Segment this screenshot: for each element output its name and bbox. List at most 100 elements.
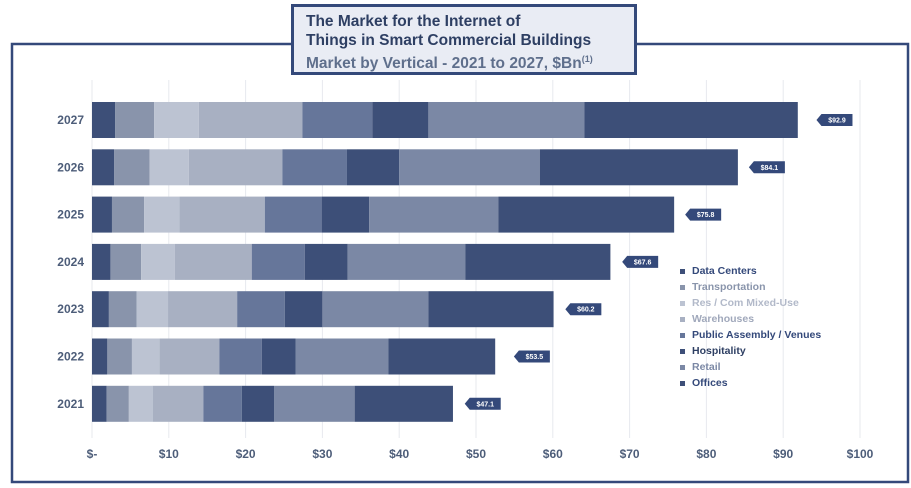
bar-segment — [498, 196, 675, 233]
bar-segment — [322, 291, 429, 328]
total-label-badge — [622, 255, 659, 268]
y-tick-label: 2026 — [57, 160, 84, 174]
bar-segment — [114, 149, 150, 186]
legend-swatch — [680, 269, 685, 274]
bar-segment — [198, 102, 303, 138]
bar-segment — [295, 338, 389, 375]
bar-segment — [465, 243, 611, 280]
bar-segment — [369, 196, 499, 233]
total-label: $47.1 — [476, 401, 494, 408]
chart-title-box: The Market for the Internet of Things in… — [291, 4, 637, 75]
bar-segment — [203, 385, 242, 422]
bar-segment — [92, 385, 107, 422]
grid-lines — [91, 80, 861, 438]
bar-segment — [584, 102, 798, 138]
bar-segment — [131, 338, 160, 375]
bar-segment — [219, 338, 262, 375]
x-tick-label: $30 — [312, 447, 332, 461]
chart-title-line-1: The Market for the Internet of — [306, 13, 521, 30]
bar-segment — [115, 102, 155, 138]
total-labels: $92.9 $84.1 $75.8 $67.6 $60.2 $53.5 $47.1 — [464, 114, 853, 410]
bar-segment — [237, 291, 285, 328]
bar-segment — [144, 196, 180, 233]
x-tick-label: $10 — [159, 447, 179, 461]
bar-segment — [92, 291, 109, 328]
y-tick-label: 2023 — [57, 302, 84, 316]
bar-segment — [399, 149, 540, 186]
bar-segment — [304, 243, 348, 280]
bar-segment — [152, 385, 204, 422]
bar-segment — [128, 385, 153, 422]
legend-label: Hospitality — [692, 345, 746, 357]
total-label: $75.8 — [697, 212, 715, 219]
bar-segment — [539, 149, 738, 186]
bar-segment — [154, 102, 199, 138]
y-tick-label: 2021 — [57, 397, 84, 411]
legend-swatch — [680, 381, 685, 386]
bar-segment — [92, 149, 115, 186]
bar-segment — [428, 102, 585, 138]
x-axis-ticks: $- $10 $20 $30 $40 $50 $60 $70 $80 $90 $100 — [87, 447, 874, 461]
total-label-badge — [565, 303, 602, 316]
total-label-badge — [464, 397, 501, 410]
bar-segment — [110, 243, 142, 280]
footnote-marker: (1) — [581, 54, 593, 64]
bar-segment — [141, 243, 175, 280]
bar-segment — [188, 149, 283, 186]
bar-segment — [168, 291, 238, 328]
bar-segment — [136, 291, 169, 328]
x-tick-label: $- — [87, 447, 98, 461]
total-label-badge — [685, 208, 722, 221]
x-tick-label: $90 — [773, 447, 793, 461]
chart-subtitle-text: Market by Vertical - 2021 to 2027, $Bn — [306, 55, 582, 73]
bar-segment — [261, 338, 296, 375]
bar-segment — [347, 243, 466, 280]
bar-segment — [111, 196, 145, 233]
bar-segment — [428, 291, 554, 328]
bar-segment — [264, 196, 322, 233]
legend-label: Retail — [692, 361, 721, 373]
y-tick-label: 2024 — [57, 255, 84, 269]
total-label: $84.1 — [761, 165, 779, 172]
bar-segment — [388, 338, 496, 375]
total-label: $92.9 — [828, 118, 846, 125]
bar-segment — [274, 385, 355, 422]
chart-title-line-2: Things in Smart Commercial Buildings — [306, 32, 592, 49]
bar-segment — [372, 102, 429, 138]
y-axis-ticks: 2027 2026 2025 2024 2023 2022 2021 — [57, 113, 84, 411]
x-tick-label: $60 — [543, 447, 563, 461]
legend-label: Warehouses — [692, 313, 754, 325]
bar-segment — [159, 338, 220, 375]
y-tick-label: 2022 — [57, 350, 84, 364]
total-label: $67.6 — [634, 259, 652, 266]
bar-segment — [92, 196, 112, 233]
legend-label: Data Centers — [692, 265, 757, 277]
x-tick-label: $40 — [389, 447, 409, 461]
bar-segment — [106, 385, 129, 422]
bar-segment — [346, 149, 400, 186]
bar-segment — [354, 385, 453, 422]
legend-label: Offices — [692, 377, 728, 389]
legend-label: Res / Com Mixed-Use — [692, 297, 799, 309]
bar-segment — [92, 338, 108, 375]
bar-segment — [174, 243, 252, 280]
x-tick-label: $70 — [620, 447, 640, 461]
legend-swatch — [680, 285, 685, 290]
bar-segment — [92, 102, 116, 138]
bar-segment — [149, 149, 189, 186]
legend-swatch — [680, 333, 685, 338]
legend-label: Public Assembly / Venues — [692, 329, 821, 341]
total-label-badge — [513, 350, 550, 363]
bar-segment — [251, 243, 305, 280]
x-tick-label: $80 — [696, 447, 716, 461]
total-label: $53.5 — [526, 354, 544, 361]
bar-segment — [284, 291, 323, 328]
bars — [92, 102, 798, 422]
bar-segment — [108, 291, 137, 328]
bar-segment — [302, 102, 373, 138]
bar-segment — [107, 338, 132, 375]
total-label: $60.2 — [577, 307, 595, 314]
bar-segment — [282, 149, 347, 186]
